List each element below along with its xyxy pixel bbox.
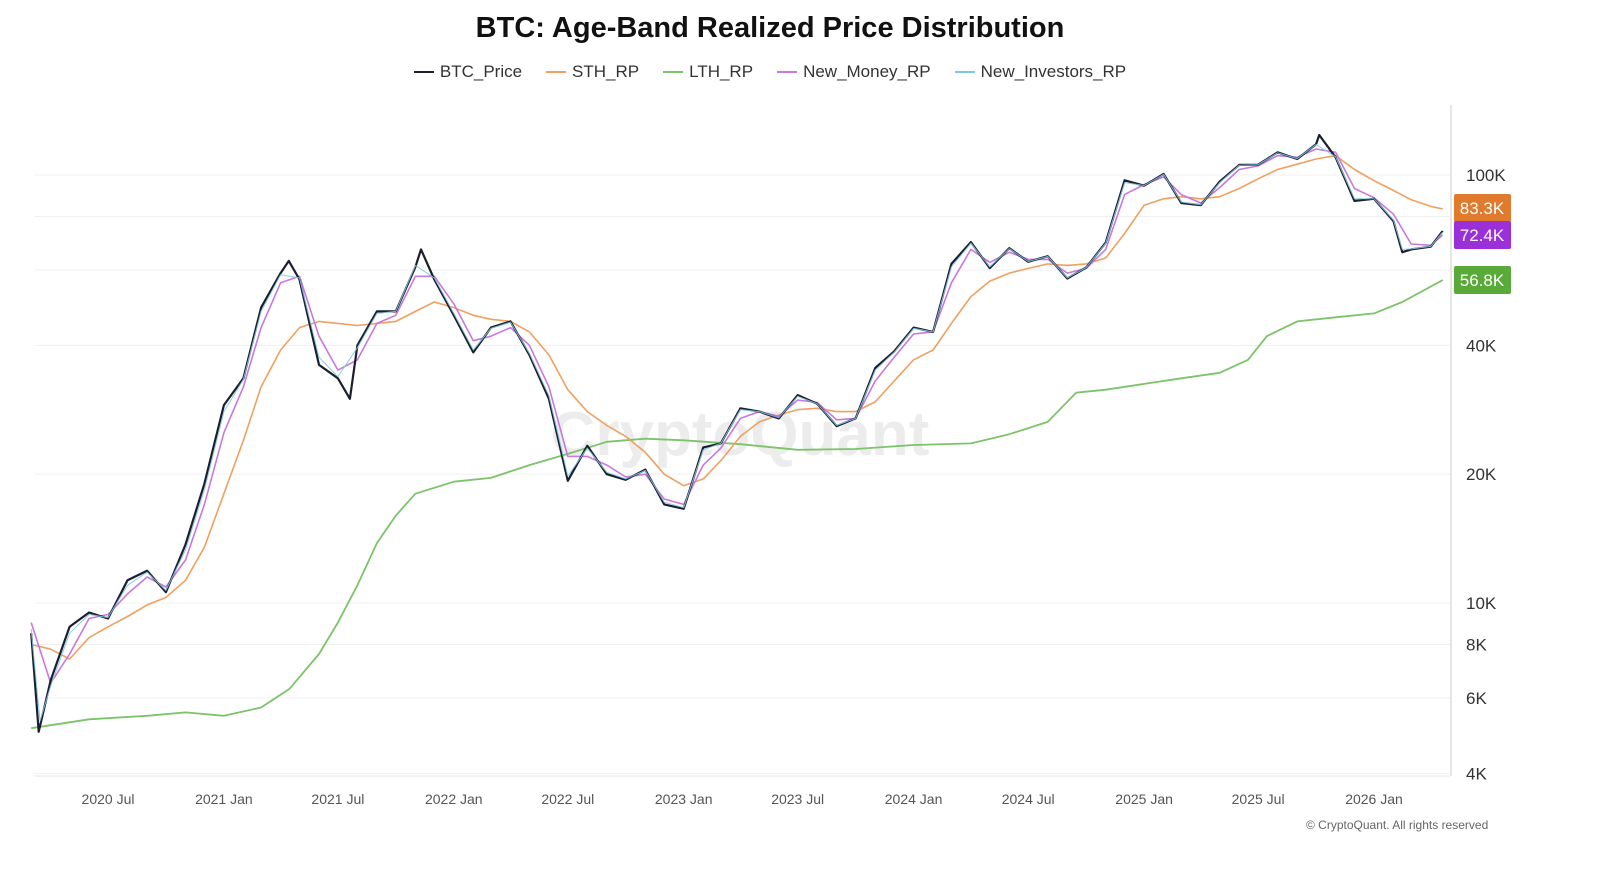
x-tick-label: 2022 Jul [541, 791, 594, 807]
y-tick-label: 20K [1466, 465, 1497, 484]
last-value-badge-label: 83.3K [1460, 199, 1505, 218]
x-tick-label: 2025 Jul [1232, 791, 1285, 807]
y-tick-label: 100K [1466, 166, 1506, 185]
x-tick-label: 2024 Jul [1002, 791, 1055, 807]
legend-item-new-investors-rp[interactable]: New_Investors_RP [954, 62, 1127, 82]
last-value-badge-label: 56.8K [1460, 271, 1505, 290]
legend-label: LTH_RP [689, 62, 754, 81]
series-line-new-investors-rp [30, 144, 1444, 722]
y-tick-label: 40K [1466, 336, 1497, 355]
legend-label: STH_RP [572, 62, 640, 81]
chart-title: BTC: Age-Band Realized Price Distributio… [475, 12, 1065, 44]
copyright-text: © CryptoQuant. All rights reserved [1306, 818, 1489, 832]
legend-swatch [413, 71, 434, 73]
x-tick-label: 2023 Jul [771, 791, 824, 807]
legend-swatch [663, 71, 684, 73]
y-tick-label: 6K [1466, 689, 1487, 708]
y-tick-label: 4K [1466, 764, 1487, 783]
x-tick-label: 2022 Jan [425, 791, 483, 807]
x-tick-label: 2026 Jan [1345, 791, 1403, 807]
last-value-badge [1454, 266, 1511, 294]
last-value-badge [1454, 221, 1511, 249]
legend-swatch [777, 71, 798, 73]
y-tick-label: 10K [1466, 594, 1497, 613]
legend-item-lth-rp[interactable]: LTH_RP [663, 62, 753, 82]
x-tick-label: 2023 Jan [655, 791, 713, 807]
last-value-badge-label: 72.4K [1460, 226, 1505, 245]
legend-item-new-money-rp[interactable]: New_Money_RP [777, 62, 931, 82]
legend-item-sth-rp[interactable]: STH_RP [546, 62, 639, 82]
legend-label: New_Investors_RP [980, 62, 1127, 81]
x-tick-label: 2020 Jul [82, 791, 135, 807]
series-line-sth-rp [31, 154, 1443, 660]
legend-label: New_Money_RP [803, 62, 931, 81]
legend: BTC_Price STH_RP LTH_RP New_Money_RP New… [0, 62, 1540, 82]
x-tick-label: 2025 Jan [1115, 791, 1173, 807]
series-line-lth-rp [31, 279, 1444, 730]
y-tick-label: 8K [1466, 635, 1487, 654]
watermark-logo: CryptoQuant [551, 400, 930, 469]
legend-swatch [954, 71, 975, 73]
x-tick-label: 2024 Jan [885, 791, 943, 807]
x-tick-label: 2021 Jul [311, 791, 364, 807]
legend-swatch [546, 71, 567, 73]
legend-label: BTC_Price [439, 62, 523, 81]
last-value-badge [1454, 194, 1511, 222]
series-line-new-money-rp [30, 148, 1444, 684]
legend-item-btc-price[interactable]: BTC_Price [413, 62, 523, 82]
x-tick-label: 2021 Jan [195, 791, 253, 807]
